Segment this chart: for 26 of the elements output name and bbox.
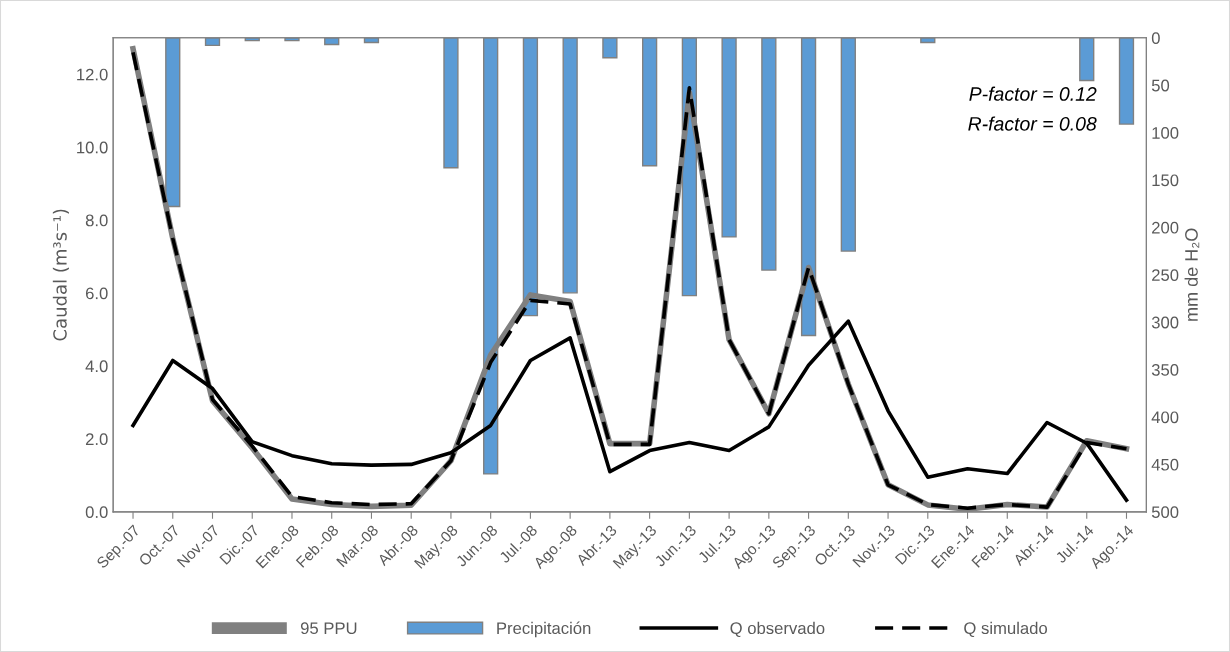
y-tick-label: 12.0: [77, 68, 108, 81]
y-tick-label: 6.0: [85, 287, 108, 300]
legend-label: Q simulado: [964, 621, 1048, 638]
y2-tick-label: 100: [1152, 127, 1179, 139]
y2-tick-label: 50: [1151, 79, 1170, 92]
y2-tick-label: 250: [1152, 269, 1179, 282]
y2-tick-label: 450: [1151, 458, 1179, 471]
legend-label: 95 PPU: [300, 622, 357, 635]
y2-tick-label: 150: [1152, 174, 1179, 187]
y2-tick-label: 200: [1152, 221, 1179, 234]
y-tick-label: 10.0: [77, 141, 108, 154]
y2-tick-label: 500: [1151, 506, 1179, 519]
y2-tick-label: 350: [1151, 364, 1179, 376]
y-tick-label: 2.0: [85, 433, 108, 446]
y-tick-label: 8.0: [85, 214, 108, 227]
annotation: R-factor = 0.08: [968, 116, 1097, 131]
legend-label: Q observado: [730, 621, 825, 638]
legend-label: Precipitación: [497, 621, 591, 638]
y2-tick-label: 300: [1151, 316, 1179, 329]
y2-tick-label: 0: [1151, 32, 1160, 45]
annotation: P-factor = 0.12: [969, 86, 1097, 101]
y2-axis-title: mm de H₂O: [1184, 228, 1200, 321]
y-tick-label: 0.0: [85, 506, 108, 519]
y-tick-label: 4.0: [85, 360, 108, 373]
y2-tick-label: 400: [1151, 411, 1179, 424]
y-axis-title: Caudal (m³s⁻¹): [52, 209, 69, 341]
